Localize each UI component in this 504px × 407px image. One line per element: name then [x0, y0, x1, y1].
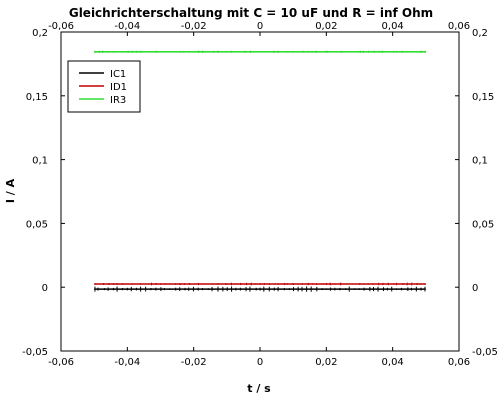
x-tick-label-top: 0,04 — [382, 21, 404, 32]
x-tick-label-top: -0,04 — [114, 21, 140, 32]
y-tick-label: 0 — [42, 283, 48, 294]
chart-title: Gleichrichterschaltung mit C = 10 uF und… — [69, 6, 433, 20]
y-tick-label: 0,15 — [26, 92, 48, 103]
x-tick-label-top: -0,02 — [181, 21, 207, 32]
x-tick-label-top: -0,06 — [48, 21, 74, 32]
x-tick-label-top: 0 — [257, 21, 263, 32]
x-axis-title: t / s — [247, 382, 271, 395]
y-tick-label: 0,05 — [26, 219, 48, 230]
x-tick-label: -0,06 — [48, 357, 74, 368]
series-ir3 — [94, 50, 426, 54]
y-tick-label-right: 0,2 — [472, 28, 488, 39]
series-id1 — [94, 282, 426, 286]
y-tick-label-right: 0 — [472, 283, 478, 294]
legend-label-ir3: IR3 — [110, 95, 126, 106]
y-tick-label-right: 0,1 — [472, 156, 488, 167]
x-tick-label: 0,02 — [315, 357, 337, 368]
y-tick-label-right: 0,05 — [472, 219, 494, 230]
y-tick-label-right: -0,05 — [472, 347, 498, 358]
y-tick-label: 0,2 — [32, 28, 48, 39]
series-layer — [94, 50, 426, 292]
x-tick-label: -0,04 — [114, 357, 140, 368]
y-tick-label: 0,1 — [32, 156, 48, 167]
x-tick-label: 0,04 — [382, 357, 404, 368]
x-tick-label: 0,06 — [448, 357, 470, 368]
y-tick-label-right: 0,15 — [472, 92, 494, 103]
legend-label-ic1: IC1 — [110, 69, 126, 80]
legend-label-id1: ID1 — [110, 82, 127, 93]
y-tick-label: -0,05 — [22, 347, 48, 358]
x-tick-label: -0,02 — [181, 357, 207, 368]
series-ic1 — [94, 286, 426, 292]
legend: IC1 ID1 IR3 — [67, 60, 141, 113]
y-axis-title: I / A — [4, 178, 17, 203]
x-tick-label-top: 0,06 — [448, 21, 470, 32]
x-tick-label: 0 — [257, 357, 263, 368]
axis-ticks: -0,06 -0,06 -0,04 -0,04 -0,02 -0,02 0 0 0,02 0,02… — [22, 21, 498, 368]
x-tick-label-top: 0,02 — [315, 21, 337, 32]
